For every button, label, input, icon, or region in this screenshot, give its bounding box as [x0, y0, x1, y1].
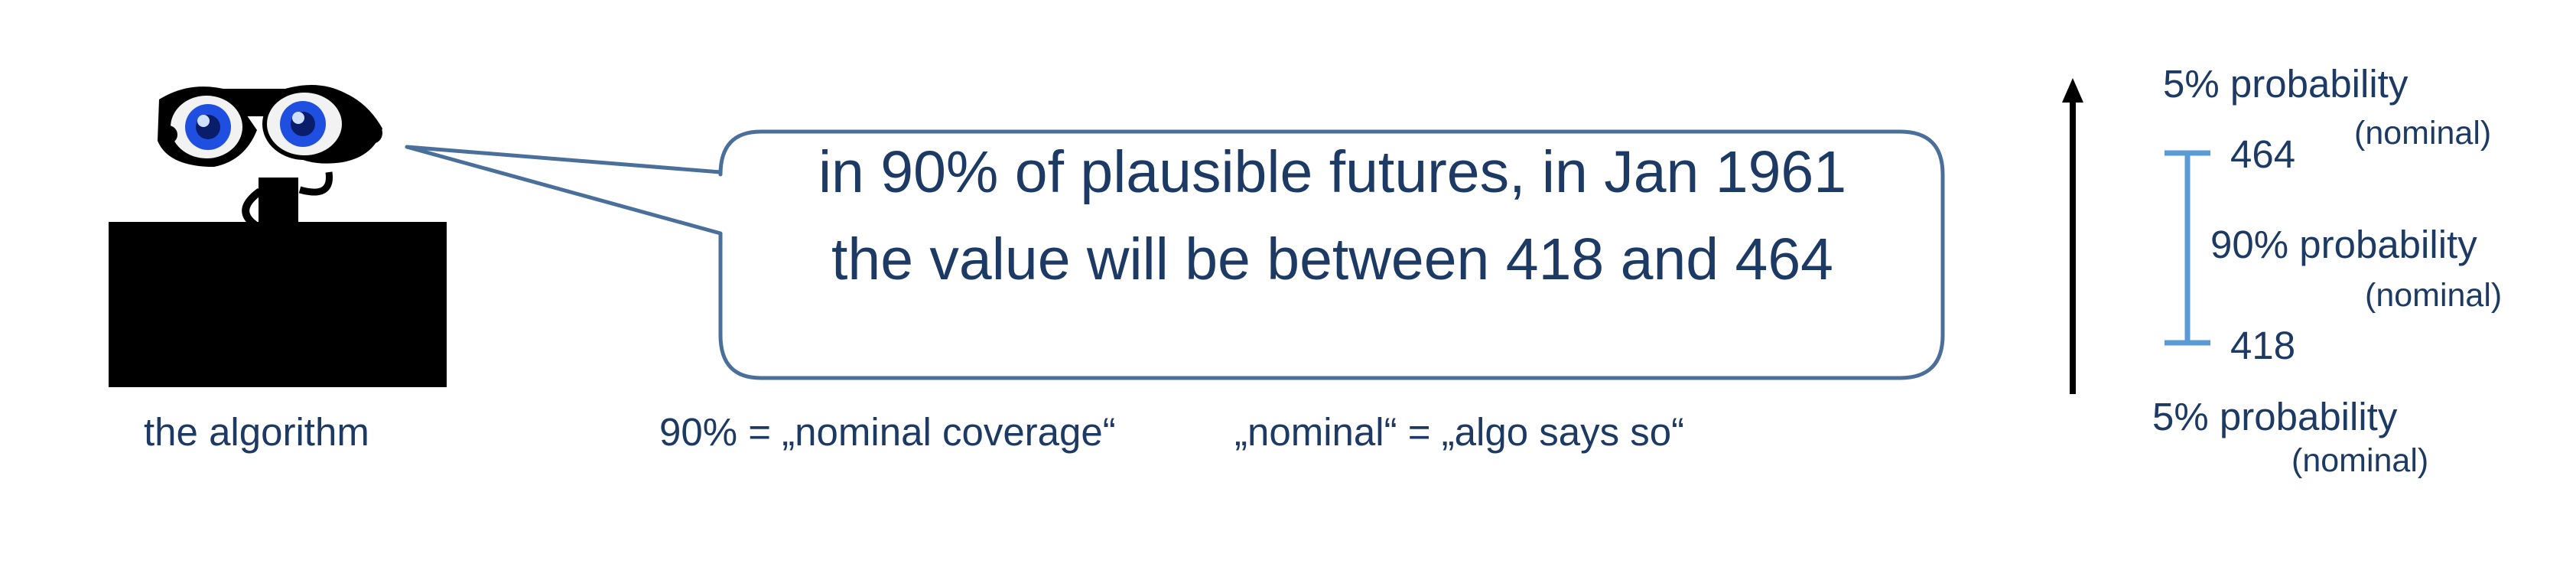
nominal-meaning-note: „nominal“ = „algo says so“	[1234, 410, 1685, 454]
nominal-coverage-note: 90% = „nominal coverage“	[659, 410, 1116, 454]
speech-line-1: in 90% of plausible futures, in Jan 1961	[818, 139, 1847, 205]
speech-line-2: the value will be between 418 and 464	[831, 226, 1833, 292]
middle-sub: (nominal)	[2365, 277, 2503, 314]
bottom-tail-sub: (nominal)	[2291, 442, 2429, 479]
bottom-tail-label: 5% probability	[2152, 395, 2398, 438]
arrow-head-icon	[2062, 78, 2083, 103]
speech-bubble-text: in 90% of plausible futures, in Jan 1961…	[724, 129, 1941, 303]
robot-caption: the algorithm	[144, 410, 369, 454]
top-tail-sub: (nominal)	[2354, 115, 2492, 152]
middle-label: 90% probability	[2210, 223, 2477, 266]
top-tail-label: 5% probability	[2163, 62, 2408, 106]
upper-bound-value: 464	[2230, 132, 2296, 176]
robot-icon	[109, 85, 447, 387]
lower-bound-value: 418	[2230, 324, 2296, 367]
